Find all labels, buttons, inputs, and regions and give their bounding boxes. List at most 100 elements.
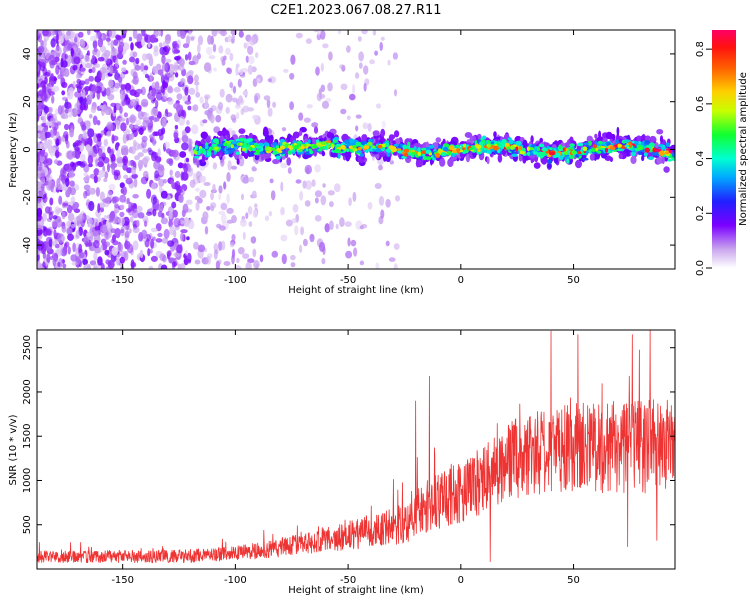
- snr-ytick-label: 2000: [22, 379, 33, 404]
- signal-cell: [428, 152, 432, 156]
- noise-speckle: [82, 89, 86, 99]
- signal-cell: [335, 143, 342, 147]
- signal-cell: [494, 150, 498, 155]
- noise-speckle: [182, 203, 189, 214]
- signal-cell: [248, 146, 253, 151]
- noise-speckle: [92, 231, 99, 237]
- noise-speckle: [157, 30, 162, 37]
- signal-cell: [346, 148, 350, 152]
- snr-panel: -150 -100 -50 0 50 500 1000 1500 2000 2500 Height…: [8, 329, 676, 596]
- noise-speckle: [218, 185, 223, 194]
- noise-speckle: [210, 192, 214, 201]
- noise-speckle: [299, 190, 304, 201]
- noise-speckle: [208, 55, 216, 60]
- noise-speckle: [120, 30, 128, 34]
- noise-speckle: [75, 230, 80, 239]
- noise-speckle: [124, 82, 132, 91]
- noise-speckle: [270, 190, 276, 201]
- noise-speckle: [242, 90, 248, 96]
- noise-speckle: [93, 144, 100, 154]
- noise-speckle: [206, 111, 212, 119]
- signal-cell: [421, 150, 427, 154]
- signal-cell: [388, 145, 395, 150]
- noise-speckle: [100, 130, 105, 136]
- noise-speckle: [68, 107, 73, 118]
- signal-cell: [493, 131, 497, 138]
- noise-speckle: [197, 43, 201, 54]
- noise-speckle: [143, 65, 148, 71]
- noise-speckle: [184, 86, 189, 96]
- noise-speckle: [75, 73, 80, 80]
- noise-speckle: [93, 47, 98, 53]
- signal-cell: [334, 148, 341, 154]
- noise-speckle: [113, 171, 119, 181]
- noise-speckle: [125, 177, 133, 185]
- noise-speckle: [72, 201, 80, 209]
- noise-speckle: [154, 30, 159, 38]
- noise-speckle: [57, 262, 61, 267]
- noise-speckle: [225, 93, 233, 103]
- signal-cell: [486, 143, 492, 148]
- signal-cell: [393, 143, 399, 147]
- noise-speckle: [378, 164, 383, 171]
- noise-speckle: [355, 114, 362, 119]
- signal-cell: [270, 147, 276, 151]
- signal-cell: [352, 147, 358, 152]
- noise-speckle: [194, 195, 201, 201]
- noise-speckle: [110, 47, 118, 56]
- noise-speckle: [281, 127, 287, 132]
- noise-speckle: [177, 263, 182, 269]
- noise-speckle: [37, 262, 41, 269]
- noise-speckle: [69, 127, 74, 138]
- noise-speckle: [64, 123, 70, 131]
- noise-speckle: [114, 142, 119, 151]
- signal-cell: [583, 142, 590, 146]
- noise-speckle: [87, 128, 95, 138]
- noise-speckle: [86, 232, 91, 237]
- noise-speckle: [268, 210, 273, 217]
- noise-speckle: [380, 209, 385, 219]
- noise-speckle: [369, 59, 375, 65]
- snr-xtick-label: -50: [340, 575, 356, 586]
- signal-cell: [403, 152, 409, 157]
- noise-speckle: [220, 158, 225, 167]
- signal-cell: [616, 139, 619, 143]
- signal-cell: [201, 153, 206, 163]
- signal-cell: [515, 146, 519, 152]
- noise-speckle: [183, 217, 190, 227]
- noise-speckle: [80, 153, 86, 163]
- noise-speckle: [173, 217, 181, 228]
- noise-speckle: [92, 63, 100, 69]
- signal-cell: [640, 134, 646, 142]
- noise-speckle: [111, 134, 115, 144]
- noise-speckle: [120, 188, 125, 194]
- noise-speckle: [168, 211, 173, 220]
- noise-speckle: [178, 194, 184, 203]
- noise-speckle: [37, 83, 40, 90]
- signal-cell: [337, 154, 341, 159]
- noise-speckle: [140, 176, 148, 185]
- noise-speckle: [300, 226, 305, 236]
- noise-speckle: [85, 62, 93, 69]
- signal-cell: [558, 155, 564, 161]
- noise-speckle: [38, 58, 46, 66]
- signal-cell: [213, 146, 219, 151]
- noise-speckle: [146, 188, 152, 199]
- noise-speckle: [122, 133, 128, 144]
- noise-speckle: [131, 166, 136, 175]
- noise-speckle: [192, 104, 199, 112]
- noise-speckle: [85, 242, 93, 247]
- noise-speckle: [73, 56, 81, 65]
- noise-speckle: [108, 183, 116, 191]
- noise-speckle: [106, 37, 111, 43]
- spectrogram-ytick-label: -40: [22, 237, 33, 253]
- signal-cell: [435, 152, 441, 158]
- signal-cell: [637, 146, 644, 150]
- signal-cell: [236, 158, 240, 165]
- noise-speckle: [194, 81, 200, 86]
- noise-speckle: [137, 159, 144, 170]
- noise-speckle: [97, 203, 101, 214]
- noise-speckle: [215, 114, 222, 123]
- noise-speckle: [135, 119, 142, 126]
- signal-cell: [508, 139, 514, 145]
